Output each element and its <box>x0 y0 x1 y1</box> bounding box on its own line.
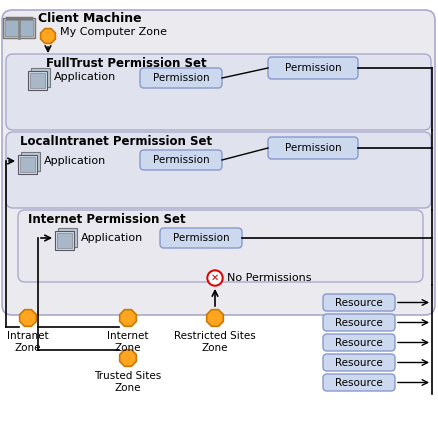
Text: Application: Application <box>81 233 143 243</box>
Text: No Permissions: No Permissions <box>226 273 311 283</box>
FancyBboxPatch shape <box>140 68 222 88</box>
Bar <box>55 231 74 250</box>
FancyBboxPatch shape <box>322 334 394 351</box>
Text: Application: Application <box>54 72 116 82</box>
Polygon shape <box>120 310 136 326</box>
Text: Permission: Permission <box>172 233 229 243</box>
Polygon shape <box>41 29 55 43</box>
Bar <box>20 157 35 172</box>
Bar <box>31 68 50 87</box>
Text: Internet Permission Set: Internet Permission Set <box>28 213 185 226</box>
Text: Intranet
Zone: Intranet Zone <box>7 331 49 352</box>
FancyBboxPatch shape <box>267 57 357 79</box>
Text: ✕: ✕ <box>210 273 219 283</box>
Text: Permission: Permission <box>284 63 340 73</box>
Polygon shape <box>120 350 136 366</box>
Text: Permission: Permission <box>152 73 209 83</box>
FancyBboxPatch shape <box>159 228 241 248</box>
Text: My Computer Zone: My Computer Zone <box>60 27 166 37</box>
Bar <box>21 152 40 171</box>
FancyBboxPatch shape <box>6 54 430 130</box>
FancyBboxPatch shape <box>18 210 422 282</box>
Text: Resource: Resource <box>334 297 382 308</box>
FancyBboxPatch shape <box>2 10 434 315</box>
Text: LocalIntranet Permission Set: LocalIntranet Permission Set <box>20 135 212 148</box>
Bar <box>5 20 33 36</box>
Text: Permission: Permission <box>284 143 340 153</box>
Text: Internet
Zone: Internet Zone <box>107 331 148 352</box>
Bar <box>58 228 77 247</box>
Text: Resource: Resource <box>334 318 382 328</box>
Text: Application: Application <box>44 156 106 166</box>
Text: FullTrust Permission Set: FullTrust Permission Set <box>46 57 206 70</box>
Text: Restricted Sites
Zone: Restricted Sites Zone <box>174 331 255 352</box>
Polygon shape <box>20 310 36 326</box>
FancyBboxPatch shape <box>267 137 357 159</box>
FancyBboxPatch shape <box>322 314 394 331</box>
Text: Resource: Resource <box>334 338 382 348</box>
FancyBboxPatch shape <box>6 132 430 208</box>
Text: Resource: Resource <box>334 378 382 388</box>
Text: Trusted Sites
Zone: Trusted Sites Zone <box>94 371 161 393</box>
Text: Client Machine: Client Machine <box>38 12 141 25</box>
FancyBboxPatch shape <box>322 374 394 391</box>
Bar <box>28 71 47 90</box>
Text: Resource: Resource <box>334 358 382 368</box>
Text: Permission: Permission <box>152 155 209 165</box>
Polygon shape <box>206 310 223 326</box>
Bar <box>30 73 45 88</box>
FancyBboxPatch shape <box>322 294 394 311</box>
Circle shape <box>207 270 223 286</box>
Bar <box>18 155 37 174</box>
FancyBboxPatch shape <box>322 354 394 371</box>
Bar <box>57 233 72 248</box>
FancyBboxPatch shape <box>140 150 222 170</box>
Circle shape <box>208 272 220 284</box>
Bar <box>3 18 35 38</box>
